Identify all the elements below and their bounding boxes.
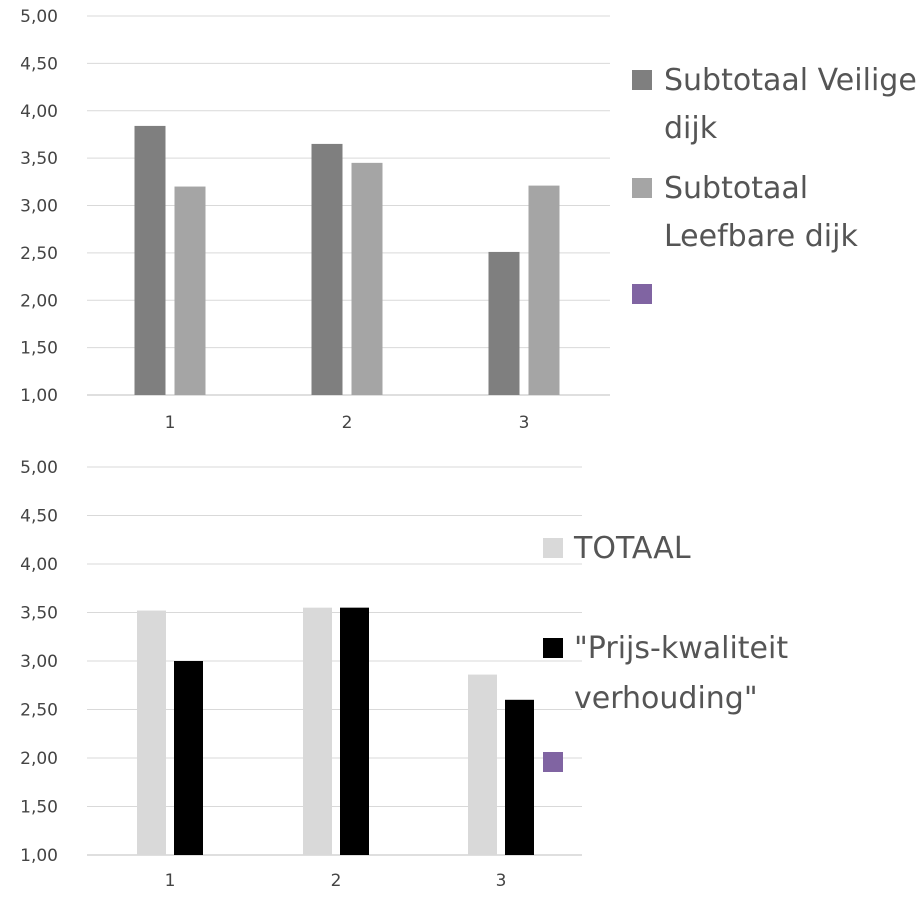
legend-swatch	[632, 70, 652, 90]
y-tick-label: 3,00	[20, 197, 58, 217]
bar-series1-cat3	[468, 674, 497, 855]
legend-label: verhouding"	[574, 681, 758, 716]
y-tick-label: 5,00	[20, 458, 58, 478]
legend-label: Leefbare dijk	[664, 219, 858, 254]
x-tick-label: 2	[342, 413, 353, 433]
y-tick-label: 2,00	[20, 291, 58, 311]
y-tick-label: 1,50	[20, 339, 58, 359]
legend-swatch	[632, 178, 652, 198]
y-tick-label: 2,50	[20, 701, 58, 721]
x-tick-label: 1	[165, 871, 176, 891]
bar-series2-cat1	[174, 661, 203, 855]
legend-label: Subtotaal	[664, 171, 808, 206]
y-tick-label: 4,50	[20, 54, 58, 74]
y-tick-label: 2,50	[20, 244, 58, 264]
legend-swatch-unlabeled	[543, 752, 563, 772]
y-tick-label: 5,00	[20, 7, 58, 27]
legend: TOTAAL "Prijs-kwaliteit verhouding"	[543, 531, 788, 772]
bar-series1-cat2	[303, 607, 332, 855]
bar-series1-cat1	[134, 125, 166, 395]
legend-swatch-unlabeled	[632, 284, 652, 304]
legend: Subtotaal Veilige dijk Subtotaal Leefbare d…	[632, 63, 917, 304]
x-tick-label: 3	[519, 413, 530, 433]
bar-series1-cat2	[311, 143, 343, 395]
y-tick-label: 4,50	[20, 507, 58, 527]
bar-series2-cat3	[505, 699, 534, 855]
y-tick-label: 4,00	[20, 555, 58, 575]
x-tick-label: 1	[165, 413, 176, 433]
chart-2: 1,00 1,50 2,00 2,50 3,00 3,50 4,00 4,50 5,00 1 2 3 T…	[20, 458, 788, 891]
chart-1: 1,00 1,50 2,00 2,50 3,00 3,50 4,00 4,50 5,00 1 2 3 S…	[20, 7, 917, 433]
y-tick-label: 1,00	[20, 386, 58, 406]
y-tick-label: 1,00	[20, 846, 58, 866]
x-tick-label: 3	[496, 871, 507, 891]
bar-series1-cat3	[488, 251, 520, 395]
bar-series1-cat1	[137, 610, 166, 855]
legend-label: Subtotaal Veilige	[664, 63, 917, 98]
x-tick-label: 2	[331, 871, 342, 891]
bar-series2-cat2	[340, 607, 369, 855]
y-tick-label: 3,50	[20, 149, 58, 169]
y-tick-label: 1,50	[20, 798, 58, 818]
legend-label: "Prijs-kwaliteit	[574, 631, 788, 666]
y-tick-label: 2,00	[20, 749, 58, 769]
y-tick-label: 3,00	[20, 652, 58, 672]
legend-swatch	[543, 638, 563, 658]
bar-series2-cat1	[174, 186, 206, 395]
legend-swatch	[543, 538, 563, 558]
legend-label: TOTAAL	[573, 531, 691, 566]
legend-label: dijk	[664, 111, 718, 146]
y-tick-label: 3,50	[20, 604, 58, 624]
y-tick-label: 4,00	[20, 102, 58, 122]
bar-series2-cat2	[351, 162, 383, 395]
bar-series2-cat3	[528, 185, 560, 395]
